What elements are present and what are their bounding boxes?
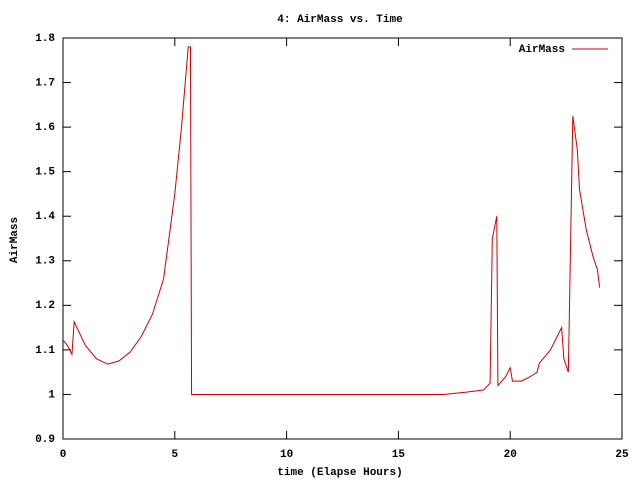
x-tick-label: 0 — [60, 449, 67, 461]
y-tick-label: 1.7 — [35, 77, 55, 89]
y-tick-label: 1.8 — [35, 33, 55, 45]
x-tick-label: 10 — [280, 449, 293, 461]
x-tick-label: 5 — [171, 449, 178, 461]
y-tick-label: 1.4 — [35, 211, 55, 223]
x-tick-label: 15 — [392, 449, 406, 461]
y-tick-label: 0.9 — [35, 434, 55, 446]
plot-frame — [62, 37, 623, 440]
y-axis-label: AirMass — [9, 217, 21, 263]
chart-title: 4: AirMass vs. Time — [277, 14, 403, 26]
y-tick-label: 1.2 — [35, 300, 55, 312]
y-tick-label: 1.5 — [35, 167, 55, 179]
x-tick-label: 25 — [615, 449, 629, 461]
y-tick-label: 1.1 — [35, 345, 55, 357]
y-tick-label: 1.6 — [35, 122, 55, 134]
x-axis-label: time (Elapse Hours) — [277, 467, 402, 479]
y-tick-label: 1 — [48, 389, 55, 401]
x-tick-label: 20 — [504, 449, 517, 461]
data-line — [62, 46, 601, 395]
y-tick-label: 1.3 — [35, 256, 55, 268]
legend-label: AirMass — [519, 44, 565, 56]
